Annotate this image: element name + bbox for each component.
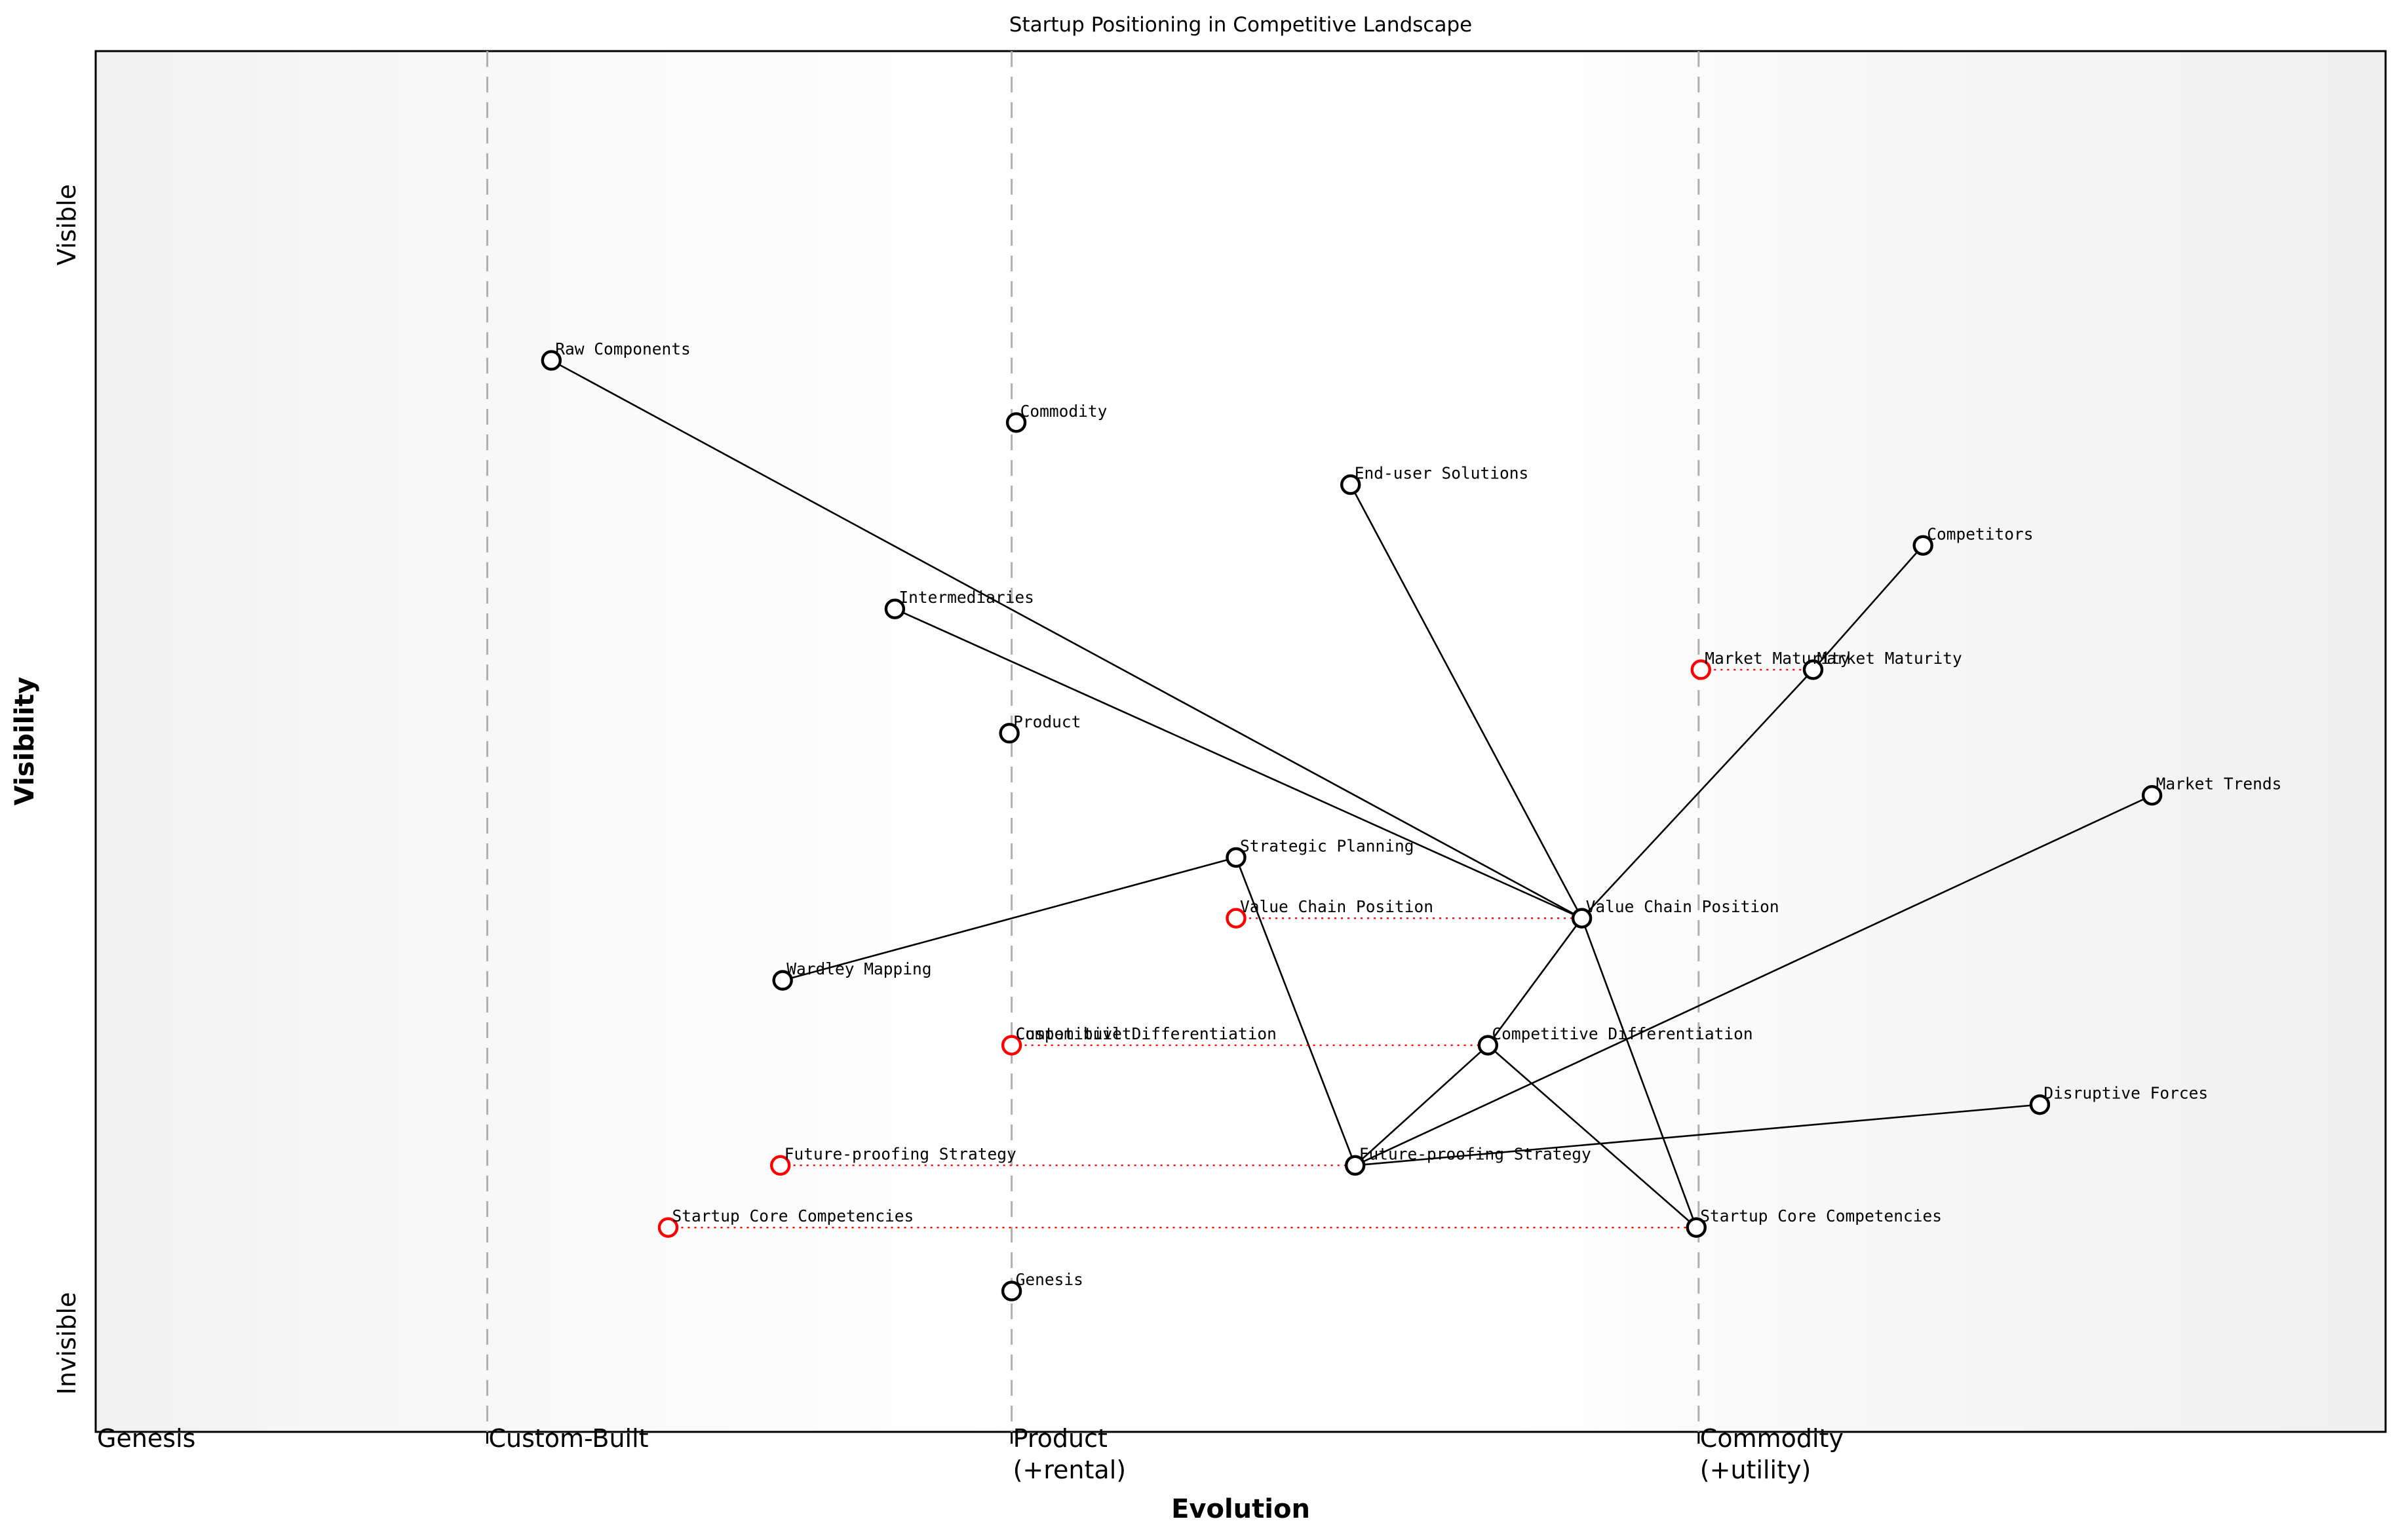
- edge-value_chain_position--startup_core_competencies: [1581, 917, 1697, 1228]
- node-product: [999, 723, 1020, 744]
- node-label-startup_core_competencies: Startup Core Competencies: [1700, 1206, 1942, 1225]
- node-market_trends: [2141, 784, 2163, 806]
- node-label-market_trends: Market Trends: [2156, 775, 2282, 794]
- node-label-product: Product: [1013, 712, 1081, 731]
- x-stage-label: Custom-Built: [488, 1424, 648, 1453]
- ytick-invisible: Invisible: [52, 1292, 81, 1395]
- ytick-visible: Visible: [52, 183, 81, 266]
- edge-intermediaries--value_chain_position: [894, 608, 1583, 919]
- evolve-start-node-startup_core_competencies: [657, 1217, 679, 1238]
- node-end_user_solutions: [1340, 474, 1361, 495]
- node-competitors: [1912, 535, 1933, 556]
- node-intermediaries: [884, 598, 906, 619]
- x-stage-label: Product (+rental): [1013, 1424, 1126, 1484]
- node-label-value_chain_position: Value Chain Position: [1586, 897, 1779, 916]
- node-value_chain_position: [1571, 908, 1593, 929]
- node-competitive_differentiation: [1477, 1035, 1499, 1056]
- evolve-start-node-competitive_differentiation: [1001, 1035, 1022, 1056]
- edge-strategic_planning--future_proofing_strategy: [1235, 857, 1356, 1166]
- edge-value_chain_position--market_maturity: [1581, 669, 1814, 919]
- node-startup_core_competencies: [1686, 1217, 1707, 1238]
- x-stage-label: Commodity (+utility): [1700, 1424, 1844, 1484]
- evolve-start-label-competitive_differentiation: Competitive Differentiation: [1016, 1024, 1277, 1043]
- x-stage-label: Genesis: [97, 1424, 195, 1453]
- node-future_proofing_strategy: [1344, 1155, 1366, 1176]
- node-label-intermediaries: Intermediaries: [899, 588, 1034, 607]
- node-label-competitive_differentiation: Competitive Differentiation: [1492, 1024, 1752, 1043]
- node-label-commodity: Commodity: [1020, 402, 1108, 421]
- evolve-start-label-future_proofing_strategy: Future-proofing Strategy: [784, 1144, 1016, 1163]
- edge-strategic_planning--wardley_mapping: [782, 857, 1237, 982]
- map-note-0: Custom built: [1016, 1024, 1132, 1043]
- node-label-strategic_planning: Strategic Planning: [1240, 836, 1414, 855]
- node-strategic_planning: [1226, 847, 1247, 868]
- evolve-start-label-startup_core_competencies: Startup Core Competencies: [672, 1206, 914, 1225]
- edge-end_user_solutions--value_chain_position: [1349, 484, 1583, 919]
- node-genesis: [1001, 1280, 1022, 1301]
- node-label-raw_components: Raw Components: [555, 339, 691, 358]
- edge-raw_components--value_chain_position: [551, 359, 1583, 919]
- node-label-wardley_mapping: Wardley Mapping: [786, 959, 931, 978]
- edge-market_maturity--competitors: [1812, 545, 1924, 670]
- node-label-competitors: Competitors: [1927, 524, 2033, 543]
- node-commodity: [1005, 412, 1027, 433]
- node-label-disruptive_forces: Disruptive Forces: [2043, 1084, 2208, 1103]
- node-label-end_user_solutions: End-user Solutions: [1355, 464, 1529, 483]
- node-disruptive_forces: [2029, 1094, 2051, 1115]
- evolve-start-label-value_chain_position: Value Chain Position: [1240, 897, 1433, 916]
- node-label-future_proofing_strategy: Future-proofing Strategy: [1359, 1144, 1591, 1163]
- node-label-market_maturity: Market Maturity: [1817, 649, 1962, 668]
- evolve-start-node-value_chain_position: [1226, 908, 1247, 929]
- edge-competitive_differentiation--future_proofing_strategy: [1354, 1045, 1489, 1166]
- node-label-genesis: Genesis: [1016, 1270, 1083, 1289]
- edge-competitive_differentiation--startup_core_competencies: [1487, 1045, 1697, 1229]
- evolve-start-label-market_maturity: Market Maturity: [1705, 649, 1849, 668]
- node-wardley_mapping: [772, 970, 793, 991]
- node-market_maturity: [1802, 659, 1824, 680]
- evolve-start-node-market_maturity: [1690, 659, 1711, 680]
- edge-future_proofing_strategy--market_trends: [1355, 794, 2153, 1166]
- chart-title: Startup Positioning in Competitive Lands…: [1009, 13, 1473, 37]
- x-axis-title: Evolution: [1171, 1494, 1310, 1524]
- edge-value_chain_position--competitive_differentiation: [1487, 917, 1583, 1046]
- evolve-start-node-future_proofing_strategy: [770, 1155, 791, 1176]
- node-raw_components: [541, 350, 562, 371]
- plot-area: [94, 50, 2387, 1433]
- y-axis-title: Visibility: [10, 676, 40, 806]
- edge-future_proofing_strategy--disruptive_forces: [1355, 1104, 2040, 1166]
